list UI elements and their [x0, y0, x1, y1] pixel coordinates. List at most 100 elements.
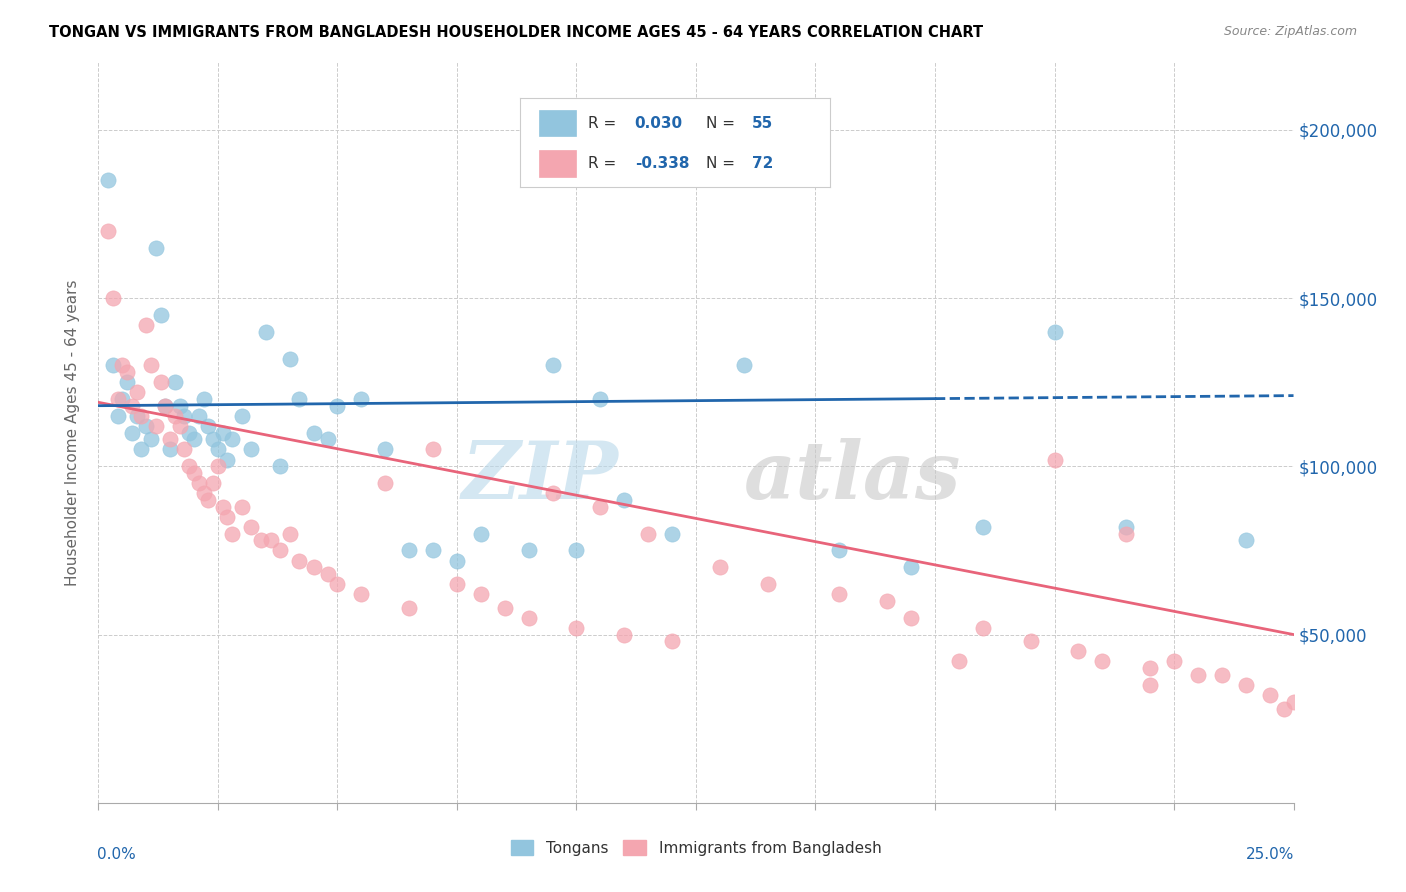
Point — [115, 375, 138, 389]
Point — [155, 399, 177, 413]
Point — [565, 621, 588, 635]
Bar — [538, 150, 576, 177]
Point — [207, 459, 229, 474]
Point — [470, 587, 492, 601]
Point — [900, 560, 922, 574]
Point — [900, 610, 922, 624]
Point — [517, 543, 540, 558]
Point — [541, 359, 564, 373]
Point — [637, 526, 659, 541]
Text: N =: N = — [706, 116, 735, 130]
Point — [254, 325, 277, 339]
Point — [111, 359, 134, 373]
Point — [269, 459, 291, 474]
Point — [278, 351, 301, 366]
Point — [240, 520, 263, 534]
Point — [97, 224, 120, 238]
Point — [173, 409, 195, 423]
Y-axis label: Householder Income Ages 45 - 64 years: Householder Income Ages 45 - 64 years — [65, 279, 80, 586]
Point — [183, 466, 205, 480]
Point — [139, 433, 162, 447]
Point — [131, 409, 153, 423]
Point — [145, 418, 167, 433]
Text: atlas: atlas — [744, 438, 962, 516]
Text: TONGAN VS IMMIGRANTS FROM BANGLADESH HOUSEHOLDER INCOME AGES 45 - 64 YEARS CORRE: TONGAN VS IMMIGRANTS FROM BANGLADESH HOU… — [49, 25, 983, 40]
Point — [565, 543, 588, 558]
Point — [101, 359, 124, 373]
Point — [135, 318, 157, 332]
Point — [121, 399, 143, 413]
Point — [1234, 533, 1257, 548]
Point — [1272, 701, 1295, 715]
Point — [613, 627, 636, 641]
Point — [541, 486, 564, 500]
Point — [733, 359, 755, 373]
Point — [422, 442, 444, 457]
Point — [589, 392, 612, 406]
Point — [326, 577, 349, 591]
Point — [288, 553, 311, 567]
Point — [709, 560, 731, 574]
Point — [350, 587, 373, 601]
Point — [661, 634, 683, 648]
Point — [1282, 695, 1305, 709]
Text: 0.030: 0.030 — [634, 116, 683, 130]
Text: R =: R = — [588, 156, 616, 170]
Bar — [538, 110, 576, 136]
Point — [169, 418, 191, 433]
Point — [101, 291, 124, 305]
Point — [374, 476, 396, 491]
Point — [193, 486, 215, 500]
Point — [107, 392, 129, 406]
Point — [202, 433, 225, 447]
Point — [288, 392, 311, 406]
Text: N =: N = — [706, 156, 735, 170]
Point — [145, 240, 167, 255]
Point — [217, 452, 239, 467]
Point — [259, 533, 281, 548]
Point — [1139, 678, 1161, 692]
Point — [163, 375, 186, 389]
Point — [1139, 661, 1161, 675]
Point — [876, 594, 898, 608]
Legend: Tongans, Immigrants from Bangladesh: Tongans, Immigrants from Bangladesh — [505, 834, 887, 862]
Point — [193, 392, 215, 406]
Point — [231, 409, 253, 423]
Point — [1211, 668, 1233, 682]
Point — [97, 173, 120, 187]
Text: ZIP: ZIP — [461, 438, 619, 516]
Point — [139, 359, 162, 373]
Point — [197, 418, 219, 433]
Point — [207, 442, 229, 457]
Point — [111, 392, 134, 406]
Point — [1234, 678, 1257, 692]
Point — [1115, 520, 1137, 534]
Point — [217, 509, 239, 524]
Point — [1019, 634, 1042, 648]
Point — [1043, 452, 1066, 467]
Point — [250, 533, 273, 548]
Point — [1163, 655, 1185, 669]
Point — [948, 655, 970, 669]
Point — [269, 543, 291, 558]
Point — [149, 375, 172, 389]
Point — [149, 308, 172, 322]
Point — [1115, 526, 1137, 541]
Point — [121, 425, 143, 440]
Text: -0.338: -0.338 — [634, 156, 689, 170]
Point — [494, 600, 516, 615]
Point — [187, 409, 209, 423]
Point — [828, 587, 851, 601]
Point — [173, 442, 195, 457]
Point — [183, 433, 205, 447]
Point — [179, 425, 201, 440]
Point — [470, 526, 492, 541]
Point — [756, 577, 779, 591]
Point — [240, 442, 263, 457]
Point — [316, 433, 339, 447]
Point — [661, 526, 683, 541]
Point — [398, 543, 420, 558]
Point — [211, 500, 233, 514]
Point — [278, 526, 301, 541]
Point — [155, 399, 177, 413]
